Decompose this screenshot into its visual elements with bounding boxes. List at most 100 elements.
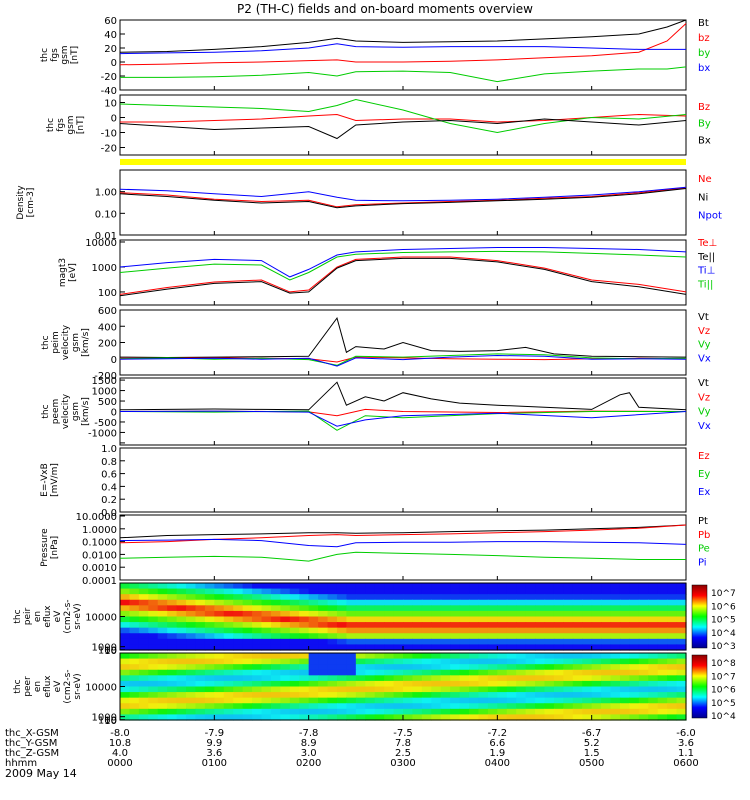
spectrogram-cell	[629, 616, 640, 623]
spectrogram-cell	[553, 633, 564, 640]
y-label-line: [mV/m]	[50, 463, 60, 497]
spectrogram-cell	[138, 588, 149, 595]
spectrogram-cell	[591, 669, 602, 676]
spectrogram-cell	[553, 686, 564, 693]
spectrogram-cell	[478, 653, 489, 660]
spectrogram-cell	[384, 583, 395, 590]
spectrogram-cell	[478, 605, 489, 612]
spectrogram-cell	[327, 658, 338, 665]
spectrogram-cell	[233, 605, 244, 612]
spectrogram-cell	[431, 664, 442, 671]
spectrogram-cell	[365, 644, 376, 651]
spectrogram-cell	[648, 692, 659, 699]
spectrogram-cell	[374, 653, 385, 660]
orbit-value: 9.9	[206, 738, 222, 749]
spectrogram-cell	[440, 680, 451, 688]
series-line-Bx	[119, 118, 687, 140]
spectrogram-cell	[601, 583, 612, 590]
spectrogram-cell	[280, 653, 291, 660]
spectrogram-cell	[459, 697, 470, 704]
y-tick-label: 0.6	[101, 470, 117, 481]
spectrogram-cell	[355, 610, 366, 618]
spectrogram-cell	[176, 686, 187, 693]
spectrogram-cell	[563, 633, 574, 640]
spectrogram-cell	[233, 658, 244, 665]
spectrogram-cell	[120, 680, 131, 688]
spectrogram-cell	[657, 686, 668, 693]
spectrogram-cell	[318, 599, 329, 606]
spectrogram-cell	[591, 627, 602, 634]
spectrogram-cell	[572, 714, 583, 721]
spectrogram-cell	[450, 599, 461, 606]
spectrogram-cell	[638, 714, 649, 721]
spectrogram-cell	[167, 583, 178, 590]
spectrogram-cell	[676, 675, 687, 682]
spectrogram-cell	[591, 583, 602, 590]
spectrogram-cell	[657, 633, 668, 640]
spectrogram-cell	[506, 703, 517, 710]
spectrogram-cell	[676, 605, 687, 612]
spectrogram-cell	[233, 594, 244, 601]
legend-label: Bz	[698, 102, 710, 113]
spectrogram-cell	[214, 594, 225, 601]
y-label-line: gsm	[71, 333, 81, 352]
y-label-line: eflux	[43, 675, 53, 698]
spectrogram-cell	[469, 669, 480, 676]
spectrogram-cell	[610, 680, 621, 688]
spectrogram-cell	[318, 714, 329, 721]
spectrogram-cell	[412, 599, 423, 606]
spectrogram-cell	[252, 622, 263, 629]
spectrogram-cell	[120, 583, 131, 590]
spectrogram-cell	[336, 588, 347, 595]
spectrogram-cell	[299, 658, 310, 665]
spectrogram-cell	[261, 638, 272, 646]
spectrogram-cell	[525, 697, 536, 704]
spectrogram-cell	[242, 599, 253, 606]
spectrogram-cell	[186, 633, 197, 640]
spectrogram-cell	[506, 627, 517, 634]
spectrogram-cell	[553, 599, 564, 606]
y-label-line: [km/s]	[81, 397, 91, 426]
spectrogram-cell	[421, 658, 432, 665]
spectrogram-cell	[601, 653, 612, 660]
spectrogram-cell	[440, 622, 451, 629]
spectrogram-cell	[223, 686, 234, 693]
spectrogram-cell	[384, 644, 395, 651]
spectrogram-cell	[403, 644, 414, 651]
spectrogram-cell	[601, 675, 612, 682]
y-tick-label: 1.0	[101, 444, 117, 455]
spectrogram-cell	[667, 622, 678, 629]
spectrogram-cell	[469, 627, 480, 634]
spectrogram-cell	[610, 610, 621, 618]
spectrogram-cell	[421, 675, 432, 682]
spectrogram-cell	[478, 708, 489, 716]
spectrogram-cell	[233, 599, 244, 606]
spectrogram-cell	[138, 708, 149, 716]
spectrogram-cell	[365, 599, 376, 606]
y-axis-label: thc peem velocity gsm [km/s]	[41, 393, 91, 429]
spectrogram-cell	[261, 658, 272, 665]
spectrogram-cell	[195, 686, 206, 693]
spectrogram-cell	[667, 669, 678, 676]
spectrogram-cell	[195, 664, 206, 671]
spectrogram-cell	[535, 638, 546, 646]
spectrogram-cell	[544, 616, 555, 623]
spectrogram-cell	[327, 675, 338, 682]
spectrogram-cell	[525, 638, 536, 646]
series-line-Vx	[119, 354, 687, 367]
spectrogram-cell	[525, 658, 536, 665]
spectrogram-cell	[384, 686, 395, 693]
spectrogram-cell	[195, 599, 206, 606]
spectrogram-cell	[138, 644, 149, 651]
spectrogram-cell	[629, 680, 640, 688]
spectrogram-cell	[601, 622, 612, 629]
y-axis-label: thc fgs gsm [nT]	[46, 115, 86, 134]
spectrogram-cell	[440, 703, 451, 710]
spectrogram-cell	[327, 627, 338, 634]
orbit-value: 0500	[579, 758, 604, 769]
spectrogram-cell	[393, 605, 404, 612]
spectrogram-cell	[572, 686, 583, 693]
y-label-line: peer	[23, 676, 33, 697]
spectrogram-cell	[403, 638, 414, 646]
spectrogram-cell	[176, 627, 187, 634]
